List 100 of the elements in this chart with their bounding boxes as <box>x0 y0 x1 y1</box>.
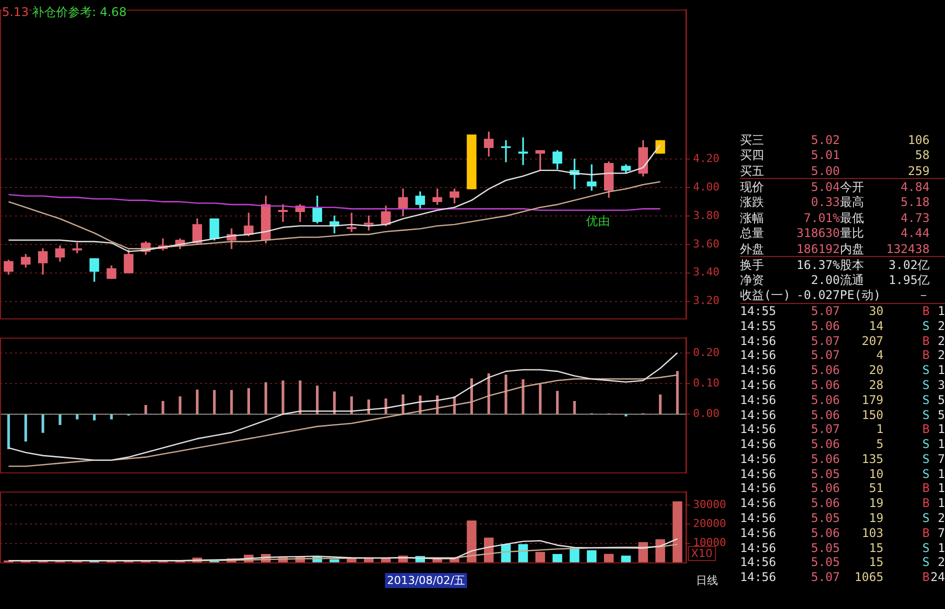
bar <box>658 394 662 414</box>
text: 5.06 <box>810 481 840 496</box>
y-tick-label: 3.60 <box>693 237 720 250</box>
text: 259 <box>908 164 930 178</box>
text: 5 <box>876 437 884 452</box>
text: 24 <box>930 570 945 584</box>
text: 5.05 <box>810 540 840 555</box>
text: 0.33 <box>810 195 840 210</box>
text: 5 <box>938 392 945 407</box>
text: 5.18 <box>900 195 930 210</box>
text: 股本 <box>840 258 864 272</box>
bar <box>570 548 580 562</box>
text: 14:56 <box>740 570 776 584</box>
annotation: 5.13 <box>2 5 29 19</box>
text: 1 <box>938 363 945 378</box>
bar <box>518 544 528 562</box>
bar <box>76 414 79 420</box>
text: 5.06 <box>810 437 840 452</box>
y-tick-label: 0.10 <box>693 376 720 390</box>
bar <box>247 388 250 414</box>
text: 103 <box>862 526 884 540</box>
text: 1 <box>938 466 945 481</box>
text: B <box>922 481 930 496</box>
bar <box>522 379 524 414</box>
bar <box>556 390 559 414</box>
text: 涨跌 <box>740 195 764 210</box>
text: 15 <box>868 540 884 555</box>
text: S <box>922 363 930 378</box>
text: 10 <box>868 466 884 481</box>
text: 量比 <box>840 226 864 240</box>
bar <box>24 414 28 442</box>
text: B <box>922 570 930 584</box>
bar <box>333 391 336 414</box>
annotation: 优由 <box>586 214 610 228</box>
text: S <box>922 437 930 452</box>
bar <box>230 390 233 414</box>
text: 2013/08/02/五 <box>385 573 468 588</box>
text: 51 <box>868 481 884 496</box>
text: 1065 <box>854 570 884 584</box>
text: 1 <box>938 540 945 555</box>
text: 净资 <box>740 273 764 288</box>
text: 内盘 <box>840 242 864 256</box>
text: 5.04 <box>810 180 840 194</box>
text: B <box>922 304 930 318</box>
text: 外盘 <box>740 242 764 256</box>
text: 1 <box>938 422 945 436</box>
text: 5.07 <box>810 570 840 584</box>
bar <box>676 370 679 414</box>
text: 186192 <box>796 242 840 256</box>
text: 14:56 <box>740 511 776 526</box>
text: 4 <box>876 348 884 362</box>
text: 4.73 <box>900 210 930 225</box>
text: 58 <box>915 148 930 162</box>
text: 5.06 <box>810 392 840 407</box>
bar <box>573 400 576 414</box>
text: 150 <box>862 408 884 422</box>
text: 30 <box>868 304 884 318</box>
bar <box>604 554 614 562</box>
text: PE(动) <box>840 288 881 302</box>
y-tick-label: 3.20 <box>693 294 720 308</box>
text: 5.06 <box>810 408 840 422</box>
bar <box>298 380 302 414</box>
text: S <box>922 408 930 422</box>
bar <box>535 552 546 562</box>
text: 14:55 <box>740 304 776 318</box>
text: 7.01% <box>804 210 840 225</box>
y-tick-label: 30000 <box>693 498 726 511</box>
candlestick <box>346 212 356 232</box>
text: 买三 <box>740 132 764 147</box>
text: 14:56 <box>740 452 776 466</box>
text: 14:56 <box>740 466 776 481</box>
text: 2 <box>938 318 945 333</box>
annotation: 补仓价参考: 4.68 <box>32 5 127 19</box>
text: 5.07 <box>810 334 840 348</box>
text: 3 <box>938 378 945 392</box>
text: 4.44 <box>900 226 930 240</box>
bar <box>586 550 597 562</box>
text: B <box>922 422 930 436</box>
text: 14:56 <box>740 540 776 555</box>
text: 28 <box>868 378 884 392</box>
text: 15 <box>868 555 884 570</box>
text: 5.07 <box>810 348 840 362</box>
y-tick-label: 0.00 <box>693 407 720 420</box>
bar <box>92 414 96 420</box>
text: 14:55 <box>740 318 776 333</box>
text: 收益(一) <box>740 288 790 302</box>
y-tick-label: 3.40 <box>693 266 720 279</box>
text: 14:56 <box>740 437 776 452</box>
text: 179 <box>862 392 884 407</box>
text: 5.02 <box>810 132 840 147</box>
text: X10 <box>688 546 716 561</box>
text: 4.84 <box>900 180 930 194</box>
y-tick-label: 0.20 <box>693 346 720 359</box>
bar <box>330 559 340 562</box>
text: S <box>922 466 930 481</box>
text: 14:56 <box>740 378 776 392</box>
y-tick-label: 20000 <box>693 516 726 530</box>
text: 今开 <box>840 180 864 194</box>
text: 14:56 <box>740 348 776 362</box>
text: 14 <box>868 318 884 333</box>
